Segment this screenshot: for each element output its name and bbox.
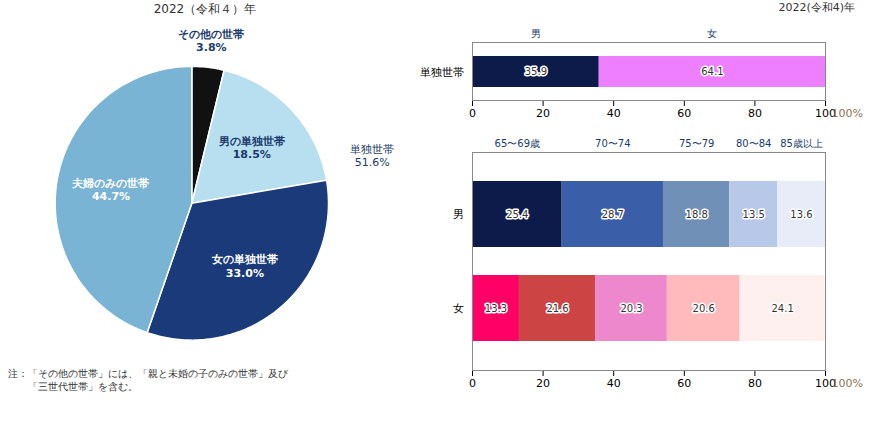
svg-text:40: 40 — [607, 377, 621, 390]
svg-text:女の単独世帯33.0%: 女の単独世帯33.0% — [211, 253, 278, 279]
svg-text:18.8: 18.8 — [686, 209, 708, 220]
svg-text:65〜69歳: 65〜69歳 — [495, 138, 540, 149]
svg-text:80〜84: 80〜84 — [736, 138, 771, 149]
svg-text:男: 男 — [531, 28, 541, 39]
svg-text:女: 女 — [707, 28, 717, 39]
svg-text:20.3: 20.3 — [620, 303, 642, 314]
svg-text:13.6: 13.6 — [790, 209, 812, 220]
svg-text:24.1: 24.1 — [771, 303, 793, 314]
svg-text:0: 0 — [469, 107, 476, 120]
svg-text:100%: 100% — [832, 107, 863, 120]
svg-text:85歳以上: 85歳以上 — [780, 138, 823, 149]
svg-text:単独世帯51.6%: 単独世帯51.6% — [350, 143, 394, 169]
svg-text:20: 20 — [536, 377, 550, 390]
svg-text:60: 60 — [677, 377, 691, 390]
svg-text:100: 100 — [815, 107, 836, 121]
svg-text:13.5: 13.5 — [743, 209, 765, 220]
svg-text:100%: 100% — [832, 377, 863, 390]
svg-text:60: 60 — [677, 107, 691, 120]
svg-text:40: 40 — [607, 107, 621, 120]
svg-text:単独世帯: 単独世帯 — [420, 66, 464, 79]
svg-text:75〜79: 75〜79 — [679, 138, 714, 149]
html-text:注：「その他の世帯」には、「親と未婚の子のみの世帯」及び 「: 注：「その他の世帯」には、「親と未婚の子のみの世帯」及び 「三世代世帯」を含む。 — [8, 368, 288, 392]
svg-text:男: 男 — [453, 208, 464, 221]
svg-text:男の単独世帯18.5%: 男の単独世帯18.5% — [218, 135, 285, 161]
svg-text:25.4: 25.4 — [506, 209, 528, 220]
svg-text:28.7: 28.7 — [602, 209, 624, 220]
svg-text:35.9: 35.9 — [525, 66, 547, 77]
svg-text:13.3: 13.3 — [485, 303, 507, 314]
svg-text:80: 80 — [748, 107, 762, 120]
svg-text:0: 0 — [469, 377, 476, 390]
svg-text:80: 80 — [748, 377, 762, 390]
svg-text:100: 100 — [815, 377, 836, 391]
svg-text:夫婦のみの世帯44.7%: 夫婦のみの世帯44.7% — [71, 177, 149, 203]
svg-text:70〜74: 70〜74 — [595, 138, 630, 149]
svg-text:20.6: 20.6 — [693, 303, 715, 314]
svg-text:20: 20 — [536, 107, 550, 120]
html-text:2022(令和4)年: 2022(令和4)年 — [778, 1, 855, 14]
svg-text:その他の世帯3.8%: その他の世帯3.8% — [178, 28, 244, 54]
svg-text:21.6: 21.6 — [546, 303, 568, 314]
svg-text:女: 女 — [453, 302, 464, 315]
html-text:2022（令和４）年: 2022（令和４）年 — [153, 2, 257, 16]
svg-text:64.1: 64.1 — [701, 66, 723, 77]
